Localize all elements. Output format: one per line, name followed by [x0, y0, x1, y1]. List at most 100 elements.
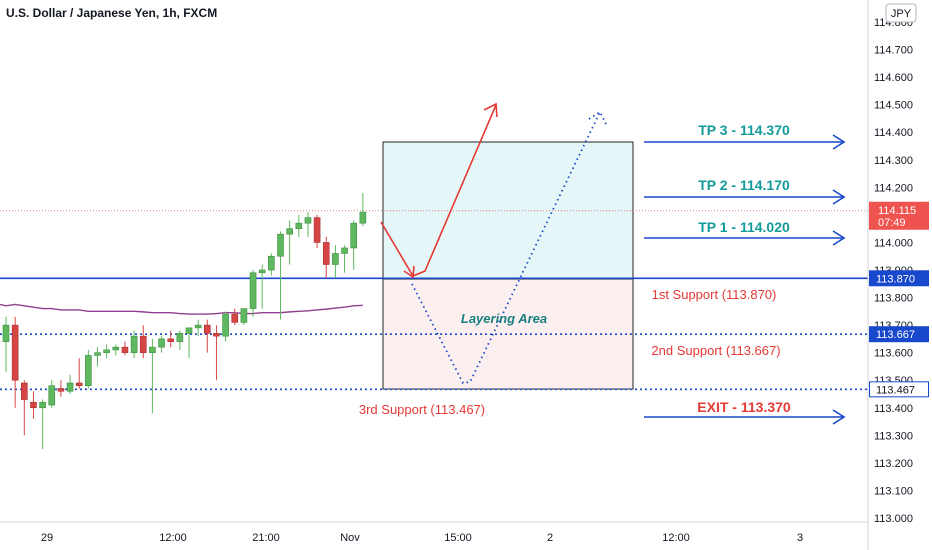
- x-tick-label: 12:00: [159, 532, 187, 544]
- candle-body: [167, 338, 174, 342]
- candle-body: [103, 349, 110, 353]
- exit-label: EXIT - 113.370: [697, 399, 791, 415]
- candle-6: [57, 380, 65, 397]
- tp2-label: TP 2 - 114.170: [698, 177, 790, 193]
- price-tag-0: 113.870: [869, 270, 929, 287]
- y-tick-label: 113.600: [874, 348, 913, 360]
- candle-12: [112, 344, 120, 356]
- price-tag-bg: [869, 381, 929, 398]
- target-arrowhead-3: [832, 409, 846, 425]
- y-tick-label: 114.400: [874, 127, 913, 139]
- candle-body: [39, 401, 46, 409]
- candle-body: [194, 324, 202, 329]
- candle-9: [85, 349, 92, 389]
- levels-layer: [0, 210, 868, 391]
- price-tag-1: 113.667: [869, 326, 929, 343]
- price-tag-value: 113.870: [876, 273, 915, 285]
- candle-19: [176, 330, 184, 350]
- x-ticks: 29 12:00 21:00 Nov 15:00 2 12:00 3: [41, 532, 803, 544]
- candle-body: [213, 333, 220, 337]
- candle-body: [130, 335, 138, 353]
- y-tick-label: 114.000: [874, 237, 913, 249]
- y-tick-label: 113.100: [874, 485, 913, 497]
- current-price-timer: 07:49: [878, 217, 906, 229]
- candle-29: [268, 253, 275, 276]
- targets-layer: TP 3 - 114.370 TP 2 - 114.170 TP 1 - 114…: [359, 122, 846, 425]
- candle-20: [185, 327, 193, 359]
- candle-body: [85, 355, 92, 387]
- candle-5: [48, 380, 56, 408]
- candle-body: [149, 346, 156, 353]
- candle-body: [112, 346, 120, 351]
- price-tag-value: 113.667: [876, 329, 915, 341]
- y-tick-label: 114.500: [874, 100, 913, 112]
- candle-23: [213, 325, 220, 381]
- candle-body: [185, 327, 193, 334]
- candle-14: [130, 330, 138, 359]
- candle-body: [332, 253, 339, 265]
- currency-label: JPY: [891, 8, 912, 20]
- candle-33: [304, 212, 312, 237]
- currency-button[interactable]: JPY: [885, 3, 917, 23]
- candle-body: [222, 313, 229, 337]
- x-tick-label: 2: [547, 532, 553, 544]
- projection-arrowhead-bullish: [483, 102, 498, 118]
- support-3-label: 3rd Support (113.467): [359, 402, 485, 417]
- y-tick-label: 114.200: [874, 182, 913, 194]
- candle-body: [139, 335, 147, 353]
- y-tick-label: 113.300: [874, 430, 913, 442]
- candle-body: [66, 382, 74, 392]
- tp3-label: TP 3 - 114.370: [698, 122, 790, 138]
- candle-body: [350, 222, 358, 249]
- candle-body: [30, 401, 37, 409]
- candle-8: [75, 358, 83, 389]
- candle-21: [194, 319, 202, 337]
- price-tag-value: 113.467: [876, 384, 915, 396]
- candle-body: [176, 333, 184, 342]
- candle-body: [48, 385, 56, 406]
- projection-path-bullish: [380, 104, 497, 278]
- moving-average-line: [0, 303, 363, 315]
- candle-3: [30, 391, 37, 419]
- y-tick-label: 113.200: [874, 458, 913, 470]
- price-tag-bg: [869, 270, 929, 287]
- candle-10: [94, 347, 101, 367]
- y-tick-label: 114.300: [874, 155, 913, 167]
- candle-27: [249, 270, 257, 317]
- candle-body: [286, 228, 293, 235]
- candle-26: [240, 308, 248, 326]
- candle-body: [2, 324, 10, 342]
- y-tick-label: 113.400: [874, 403, 913, 415]
- candle-36: [332, 245, 339, 279]
- candle-body: [240, 308, 248, 323]
- candle-2: [20, 380, 28, 436]
- candle-32: [295, 214, 303, 237]
- candle-body: [75, 382, 83, 387]
- candle-body: [11, 324, 19, 381]
- candle-body: [313, 217, 321, 243]
- x-tick-label: 21:00: [252, 532, 280, 544]
- candle-7: [66, 374, 74, 394]
- candle-body: [158, 338, 165, 348]
- layering-area-label: Layering Area: [461, 311, 547, 326]
- current-price-bg: [869, 201, 929, 230]
- candle-28: [258, 264, 266, 309]
- drawings-layer: Layering Area: [380, 102, 607, 384]
- current-price-value: 114.115: [878, 205, 916, 217]
- candle-37: [341, 245, 348, 273]
- candle-30: [277, 231, 284, 320]
- y-tick-label: 113.800: [874, 293, 913, 305]
- candle-body: [20, 382, 28, 400]
- candle-body: [277, 233, 284, 257]
- x-tick-label: 15:00: [444, 532, 472, 544]
- candle-16: [149, 338, 156, 414]
- candle-25: [231, 308, 239, 326]
- candles-layer: [2, 192, 367, 450]
- target-arrowhead-2: [832, 230, 846, 246]
- candle-4: [39, 399, 46, 450]
- candle-1: [11, 316, 19, 408]
- candle-body: [304, 217, 312, 224]
